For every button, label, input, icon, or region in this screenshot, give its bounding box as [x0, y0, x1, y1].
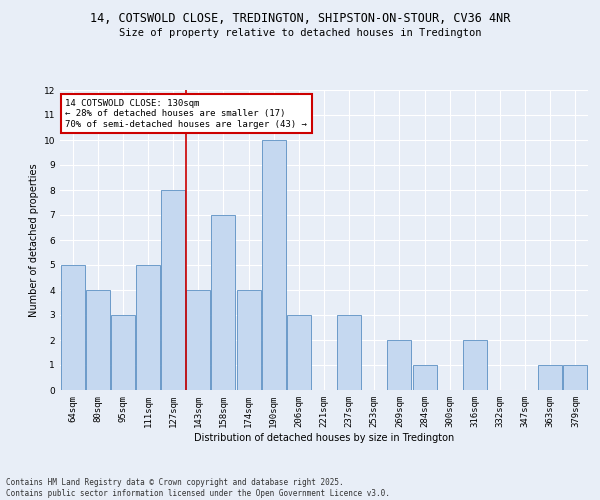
Bar [161, 190, 185, 390]
Bar [86, 290, 110, 390]
Text: Size of property relative to detached houses in Tredington: Size of property relative to detached ho… [119, 28, 481, 38]
Bar [262, 140, 286, 390]
Bar [388, 340, 412, 390]
X-axis label: Distribution of detached houses by size in Tredington: Distribution of detached houses by size … [194, 432, 454, 442]
Text: 14 COTSWOLD CLOSE: 130sqm
← 28% of detached houses are smaller (17)
70% of semi-: 14 COTSWOLD CLOSE: 130sqm ← 28% of detac… [65, 99, 307, 129]
Bar [211, 215, 235, 390]
Bar [563, 365, 587, 390]
Bar [413, 365, 437, 390]
Bar [538, 365, 562, 390]
Bar [463, 340, 487, 390]
Y-axis label: Number of detached properties: Number of detached properties [29, 163, 40, 317]
Bar [236, 290, 260, 390]
Bar [187, 290, 210, 390]
Text: 14, COTSWOLD CLOSE, TREDINGTON, SHIPSTON-ON-STOUR, CV36 4NR: 14, COTSWOLD CLOSE, TREDINGTON, SHIPSTON… [90, 12, 510, 26]
Bar [337, 315, 361, 390]
Text: Contains HM Land Registry data © Crown copyright and database right 2025.
Contai: Contains HM Land Registry data © Crown c… [6, 478, 390, 498]
Bar [61, 265, 85, 390]
Bar [287, 315, 311, 390]
Bar [111, 315, 135, 390]
Bar [136, 265, 160, 390]
